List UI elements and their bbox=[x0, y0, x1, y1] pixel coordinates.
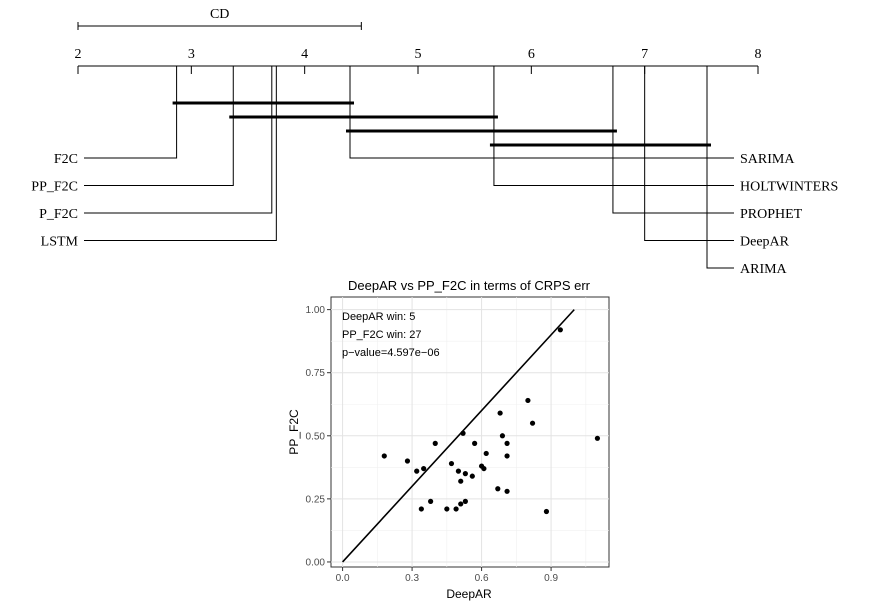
data-point bbox=[529, 420, 536, 426]
data-point bbox=[453, 506, 459, 512]
data-point bbox=[448, 460, 455, 467]
data-point bbox=[504, 453, 510, 459]
method-connector bbox=[84, 66, 273, 214]
annotation-ppf2c-win: PP_F2C win: 27 bbox=[342, 329, 421, 341]
data-point bbox=[495, 486, 501, 492]
diagonal-line bbox=[341, 309, 575, 563]
x-tick-label: 0.3 bbox=[405, 573, 419, 584]
method-connector bbox=[349, 66, 734, 159]
cd-diagram: CD 2 3 4 5 6 7 8 F2C PP_F2C P_F2C LSTM SARIMA HOLTWIN… bbox=[31, 7, 838, 277]
y-tick-label: 0.25 bbox=[306, 494, 326, 505]
data-point bbox=[462, 471, 468, 477]
data-point bbox=[460, 430, 466, 436]
data-point bbox=[469, 473, 475, 479]
data-point bbox=[418, 506, 424, 512]
data-point bbox=[428, 498, 434, 504]
method-connector bbox=[84, 66, 277, 241]
rank-axis-tick-label: 2 bbox=[75, 47, 82, 62]
scatter-plot: DeepAR vs PP_F2C in terms of CRPS err 0.… bbox=[287, 278, 610, 601]
annotation-p-value: p−value=4.597e−06 bbox=[342, 347, 440, 359]
method-label: ARIMA bbox=[740, 262, 788, 277]
data-point bbox=[543, 508, 550, 515]
data-point bbox=[458, 478, 464, 484]
rank-axis-tick-label: 6 bbox=[528, 47, 535, 62]
method-connector bbox=[493, 66, 734, 186]
y-tick-label: 1.00 bbox=[306, 305, 326, 316]
rank-axis-tick-label: 5 bbox=[415, 47, 422, 62]
scatter-title: DeepAR vs PP_F2C in terms of CRPS err bbox=[348, 278, 591, 293]
data-point bbox=[414, 468, 420, 474]
data-point bbox=[421, 465, 427, 472]
method-connector bbox=[84, 66, 178, 159]
rank-axis-tick-label: 8 bbox=[755, 47, 762, 62]
method-label: DeepAR bbox=[740, 235, 790, 250]
y-tick-label: 0.75 bbox=[306, 368, 326, 379]
data-point bbox=[525, 397, 531, 404]
method-connector bbox=[644, 66, 734, 241]
rank-axis-tick-label: 3 bbox=[188, 47, 195, 62]
data-point bbox=[458, 501, 464, 507]
rank-axis-tick-label: 4 bbox=[301, 47, 308, 62]
method-label: PP_F2C bbox=[31, 180, 78, 195]
x-tick-label: 0.0 bbox=[336, 573, 350, 584]
data-point bbox=[499, 433, 506, 439]
data-point bbox=[381, 453, 387, 459]
method-label: LSTM bbox=[41, 235, 79, 250]
method-label: SARIMA bbox=[740, 152, 795, 167]
method-connector bbox=[84, 66, 234, 186]
data-point bbox=[497, 410, 503, 416]
method-connector bbox=[612, 66, 734, 214]
data-point bbox=[483, 450, 489, 457]
points bbox=[381, 327, 601, 515]
x-tick-label: 0.9 bbox=[544, 573, 558, 584]
data-point bbox=[462, 498, 468, 504]
y-axis-label: PP_F2C bbox=[287, 409, 301, 455]
x-axis: 0.0 0.3 0.6 0.9 bbox=[336, 567, 558, 584]
method-label: HOLTWINTERS bbox=[740, 180, 838, 195]
data-point bbox=[472, 440, 478, 446]
x-axis-label: DeepAR bbox=[446, 587, 492, 601]
data-point bbox=[594, 435, 601, 441]
data-point bbox=[444, 506, 450, 512]
data-point bbox=[432, 440, 438, 446]
y-axis: 0.00 0.25 0.50 0.75 1.00 bbox=[306, 305, 331, 568]
data-point bbox=[504, 440, 510, 446]
y-tick-label: 0.00 bbox=[306, 557, 326, 568]
method-connector bbox=[706, 66, 734, 269]
annotation-deepar-win: DeepAR win: 5 bbox=[342, 311, 415, 323]
data-point bbox=[455, 468, 462, 474]
x-tick-label: 0.6 bbox=[475, 573, 489, 584]
y-tick-label: 0.50 bbox=[306, 431, 326, 442]
method-label: F2C bbox=[54, 152, 78, 167]
data-point bbox=[504, 488, 510, 494]
rank-axis-tick-label: 7 bbox=[641, 47, 648, 62]
method-label: P_F2C bbox=[39, 207, 78, 222]
data-point bbox=[404, 458, 411, 464]
diagonal-segment bbox=[341, 309, 575, 563]
data-point bbox=[481, 465, 487, 472]
grid bbox=[331, 297, 609, 567]
data-point bbox=[557, 327, 563, 333]
cd-label: CD bbox=[210, 7, 229, 22]
method-label: PROPHET bbox=[740, 207, 803, 222]
